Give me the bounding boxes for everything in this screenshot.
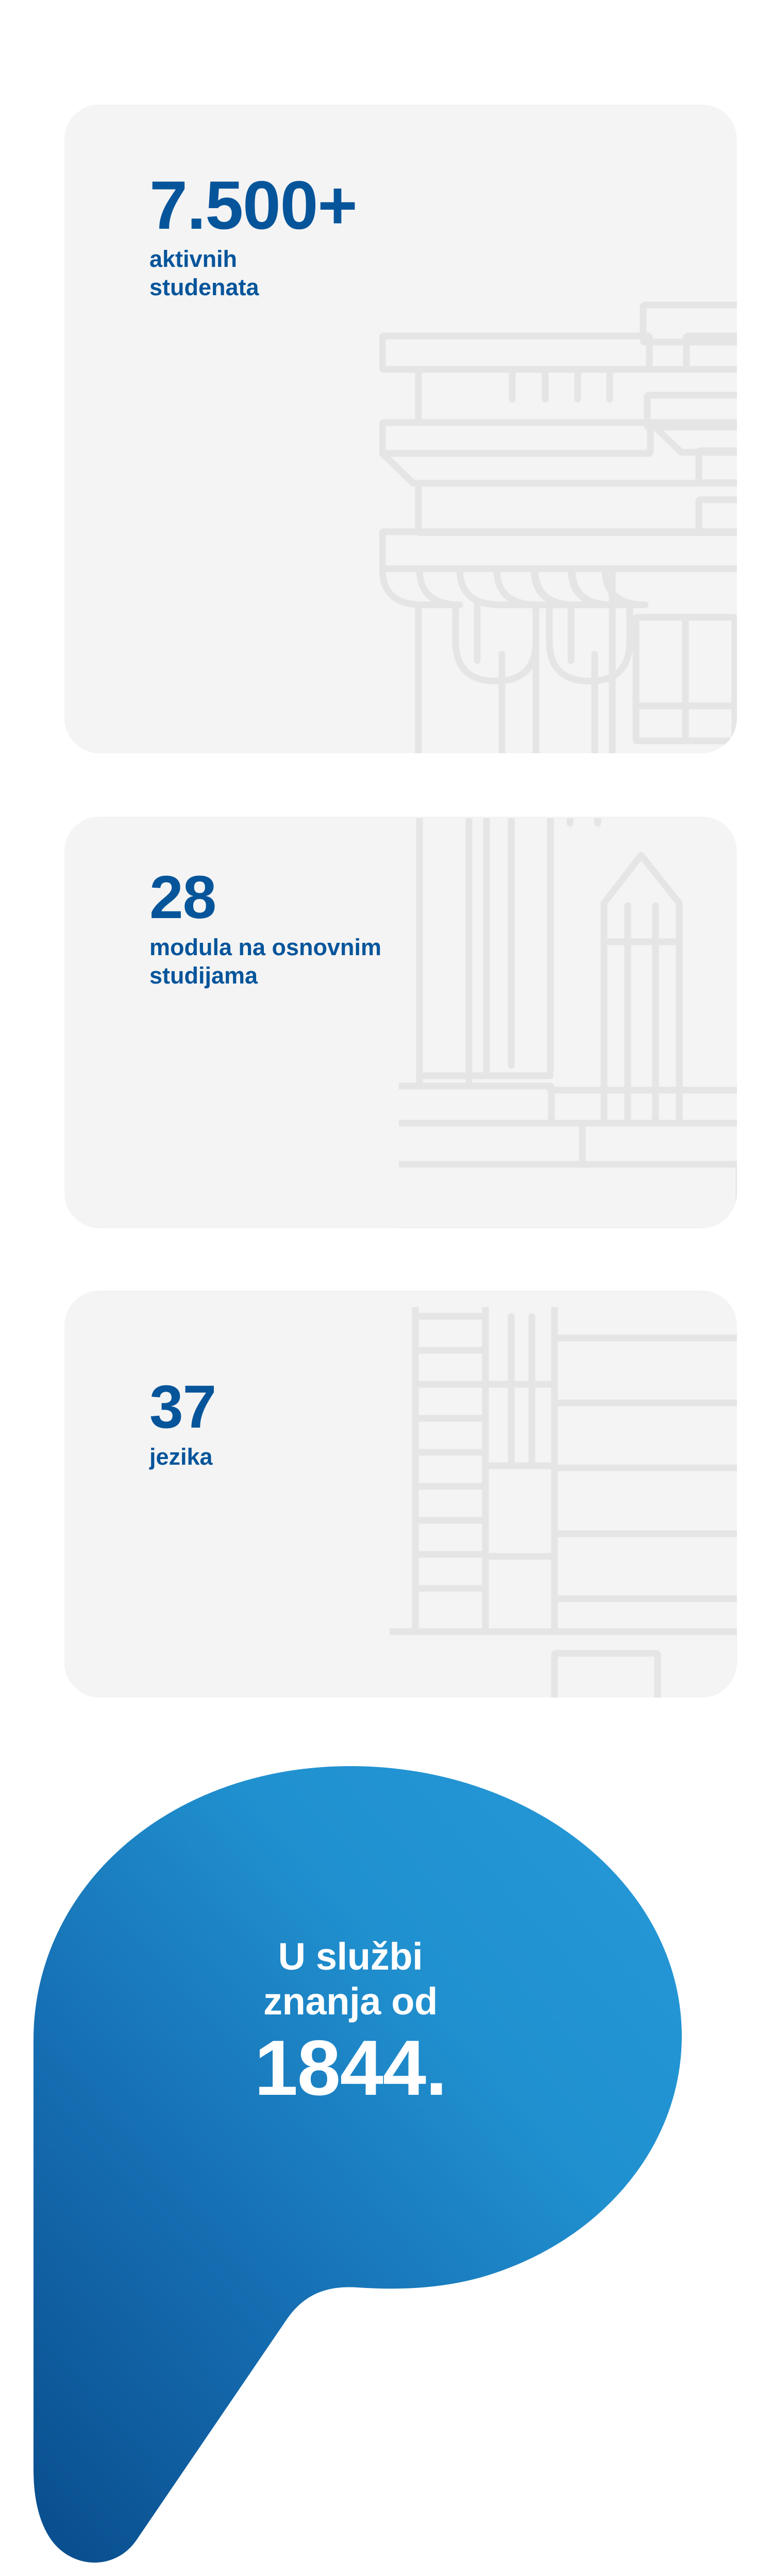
classical-building-icon [379, 301, 737, 753]
stat-value: 7.500+ [149, 167, 358, 244]
stat-label-line-1: jezika [149, 1444, 213, 1470]
stat-value: 28 [149, 863, 216, 931]
stat-card-modules: 28 modula na osnovnim studijama [64, 817, 737, 1228]
stat-label-line-1: modula na osnovnim [149, 934, 382, 961]
stat-card-students: 7.500+ aktivnih studenata [64, 105, 737, 753]
stat-card-languages-text: 37 jezika [149, 1373, 216, 1471]
speech-bubble: U službi znanja od 1844. [18, 1752, 683, 2576]
stat-value: 37 [149, 1373, 216, 1441]
pencils-icon [399, 818, 737, 1228]
bookshelf-icon [390, 1307, 737, 1698]
stat-card-modules-text: 28 modula na osnovnim studijama [149, 863, 381, 990]
speech-bubble-shape [33, 1766, 682, 2563]
stat-label: modula na osnovnim studijama [149, 926, 381, 990]
stat-label-line-2: studijama [149, 962, 258, 989]
stat-label: jezika [149, 1436, 216, 1471]
stat-card-languages: 37 jezika [64, 1291, 737, 1698]
stat-label-line-1: aktivnih [149, 246, 238, 273]
stat-label-line-2: studenata [149, 274, 259, 301]
stat-label: aktivnih studenata [149, 238, 320, 302]
stat-card-students-text: 7.500+ aktivnih studenata [149, 167, 358, 302]
